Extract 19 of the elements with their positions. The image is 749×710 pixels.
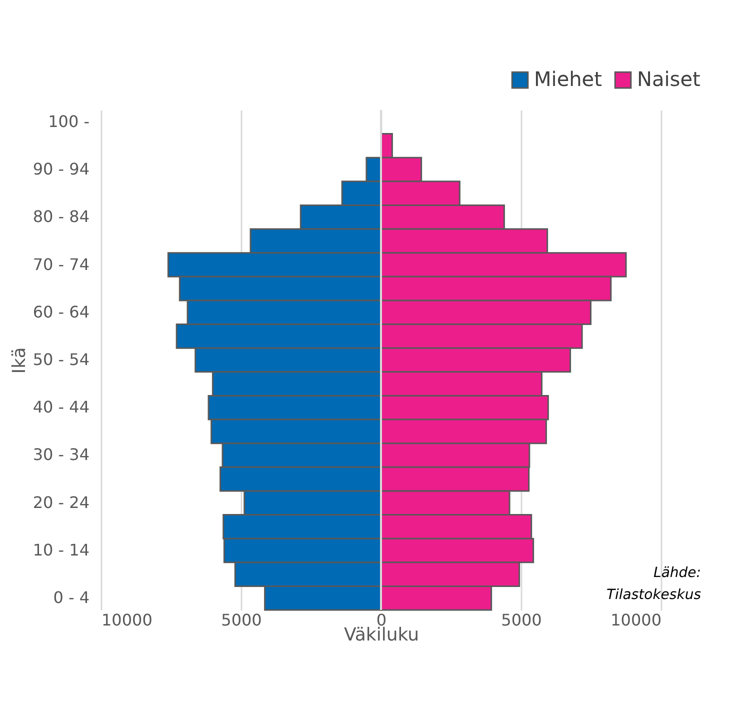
annotation: Lähde: Tilastokeskus [606,565,701,603]
x-tick-label: 10000 [102,610,152,630]
x-tick-label: 10000 [610,610,662,630]
y-tick-label: 60 - 64 [32,302,90,322]
y-tick-label: 70 - 74 [32,254,90,274]
y-tick-label: 10 - 14 [32,540,90,560]
y-tick-label: 0 - 4 [53,588,90,608]
y-tick-label: 100 - [48,112,90,131]
legend-label: Naiset [637,67,700,92]
y-tick-label: 90 - 94 [32,160,90,179]
y-tick-label: 30 - 34 [32,445,90,464]
legend-label: Miehet [534,67,602,92]
x-tick-label: 5000 [221,610,262,630]
y-tick-label: 50 - 54 [32,350,90,369]
y-tick-label: 80 - 84 [32,207,90,226]
y-tick-label: 40 - 44 [32,398,90,417]
y-axis-title: Ikä [8,347,30,374]
x-tick-label: 5000 [501,610,542,630]
y-tick-label: 20 - 24 [32,492,90,512]
